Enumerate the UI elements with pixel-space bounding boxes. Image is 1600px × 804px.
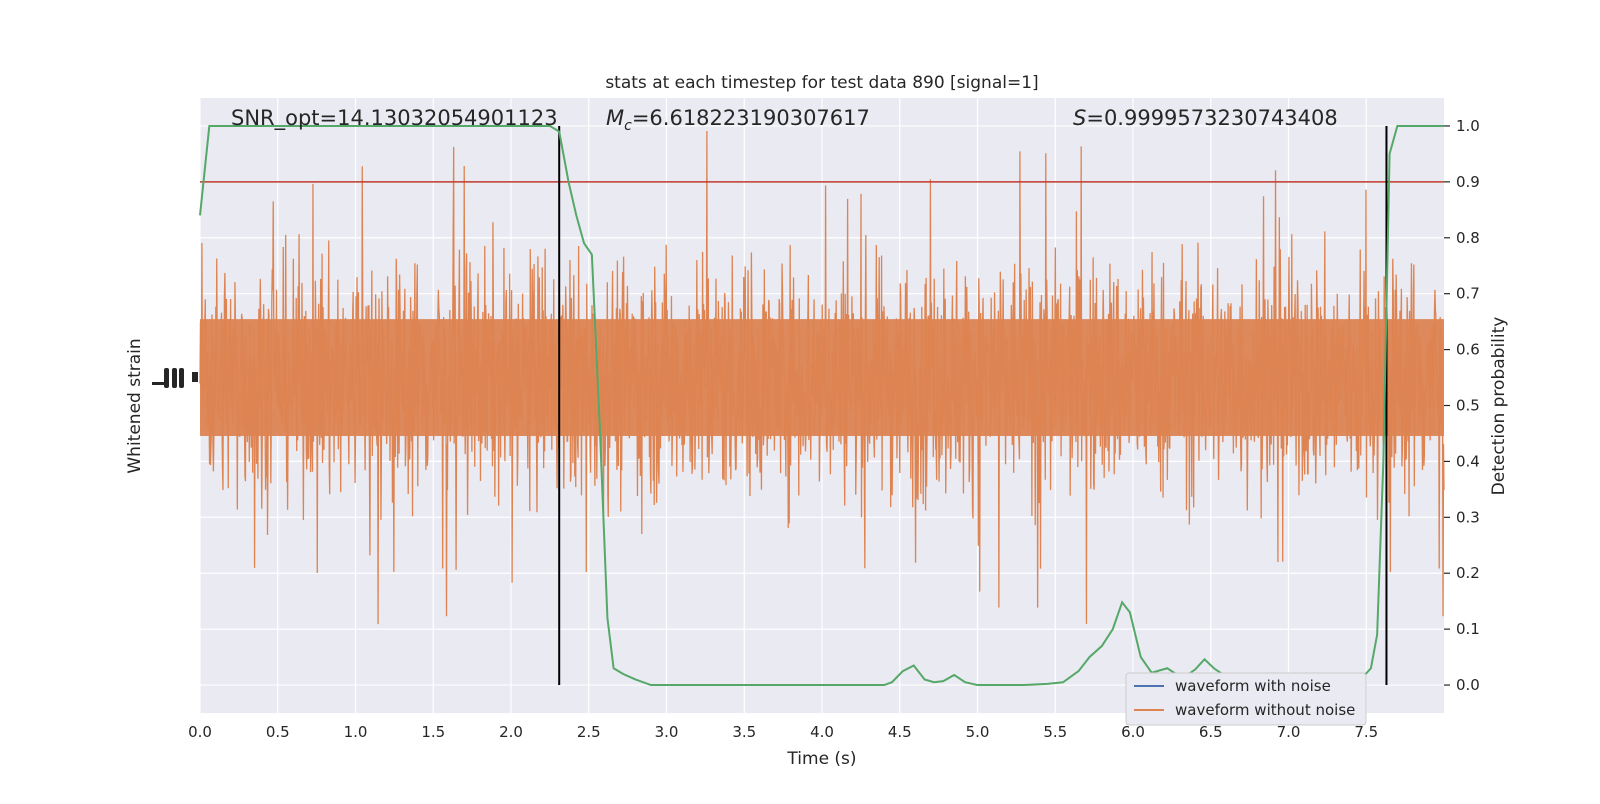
s-annotation: S=0.9999573230743408 xyxy=(1073,106,1338,130)
mc-value: =6.618223190307617 xyxy=(632,106,870,130)
x-tick-label-1: 0.5 xyxy=(266,723,290,741)
x-tick-label-13: 6.5 xyxy=(1199,723,1223,741)
left-axis-label: Whitened strain xyxy=(125,338,145,473)
legend-label-noise: waveform with noise xyxy=(1175,677,1331,695)
snr-annotation: SNR_opt=14.13032054901123 xyxy=(231,106,558,131)
right-tick-label-3: 0.3 xyxy=(1456,508,1480,526)
right-tick-label-10: 1.0 xyxy=(1456,117,1480,135)
right-tick-label-5: 0.5 xyxy=(1456,397,1480,415)
right-tick-label-9: 0.9 xyxy=(1456,173,1480,191)
mc-subscript: c xyxy=(624,118,632,134)
legend-label-clean: waveform without noise xyxy=(1175,701,1355,719)
right-tick-label-1: 0.1 xyxy=(1456,620,1480,638)
left-tick-clutter xyxy=(152,368,198,388)
x-tick-label-7: 3.5 xyxy=(732,723,756,741)
x-tick-label-6: 3.0 xyxy=(655,723,679,741)
legend-box xyxy=(1125,672,1367,726)
x-tick-labels: 0.0 0.5 1.0 1.5 2.0 2.5 3.0 3.5 4.0 4.5 5.0 5.5 6.0 6… xyxy=(188,723,1378,741)
x-tick-label-5: 2.5 xyxy=(577,723,601,741)
right-tick-label-7: 0.7 xyxy=(1456,285,1480,303)
strain-series-line xyxy=(199,130,1445,625)
s-symbol: S xyxy=(1073,106,1086,130)
strain-series xyxy=(199,130,1445,625)
x-tick-label-12: 6.0 xyxy=(1121,723,1145,741)
right-tick-label-4: 0.4 xyxy=(1456,452,1480,470)
mc-annotation: Mc=6.618223190307617 xyxy=(606,106,870,134)
right-tick-labels: 0.0 0.1 0.2 0.3 0.4 0.5 0.6 0.7 0.8 0.9 1.0 xyxy=(1444,117,1480,694)
right-tick-label-6: 0.6 xyxy=(1456,341,1480,359)
vertical-markers xyxy=(558,125,1388,686)
x-tick-label-4: 2.0 xyxy=(499,723,523,741)
x-tick-label-2: 1.0 xyxy=(344,723,368,741)
x-tick-label-8: 4.0 xyxy=(810,723,834,741)
right-axis-label: Detection probability xyxy=(1489,317,1509,496)
x-tick-label-10: 5.0 xyxy=(966,723,990,741)
right-tick-label-8: 0.8 xyxy=(1456,229,1480,247)
mc-symbol: M xyxy=(606,106,624,130)
x-tick-label-11: 5.5 xyxy=(1043,723,1067,741)
x-tick-label-15: 7.5 xyxy=(1354,723,1378,741)
x-axis-label: Time (s) xyxy=(786,749,856,769)
chart-title: stats at each timestep for test data 890… xyxy=(605,73,1038,93)
legend: waveform with noise waveform without noi… xyxy=(1125,672,1367,726)
right-tick-label-0: 0.0 xyxy=(1456,676,1480,694)
x-tick-label-9: 4.5 xyxy=(888,723,912,741)
x-tick-label-14: 7.0 xyxy=(1277,723,1301,741)
s-value: =0.9999573230743408 xyxy=(1086,106,1337,130)
x-tick-label-0: 0.0 xyxy=(188,723,212,741)
right-tick-label-2: 0.2 xyxy=(1456,564,1480,582)
x-tick-label-3: 1.5 xyxy=(421,723,445,741)
